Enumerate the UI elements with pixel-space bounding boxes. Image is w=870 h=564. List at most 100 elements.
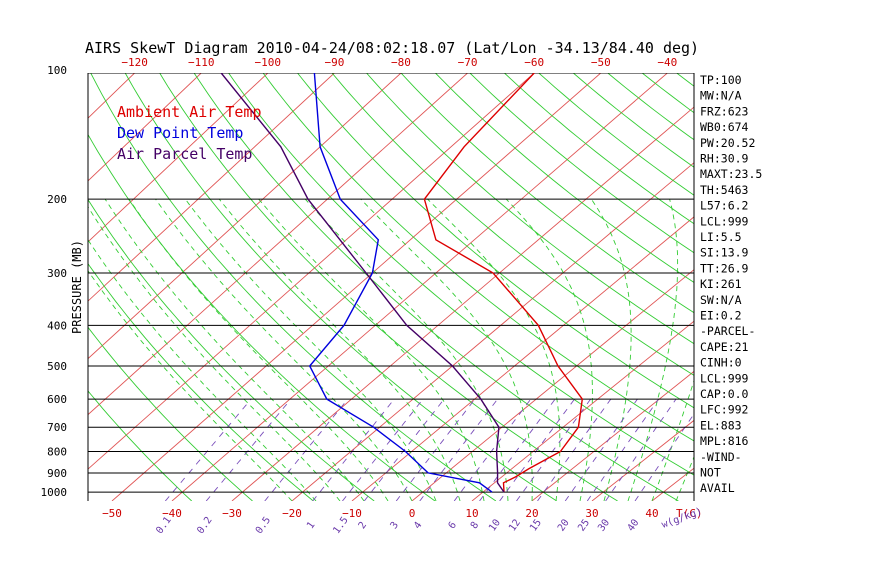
dry-adiabat-line xyxy=(470,73,870,501)
isotherm-line xyxy=(652,73,870,501)
stability-index-entry: LFC:992 xyxy=(700,403,748,417)
mixing-ratio-label: 40 xyxy=(626,517,642,533)
top-temp-tick-label: −100 xyxy=(255,56,282,69)
mixing-ratio-label: 4 xyxy=(412,520,424,531)
bottom-temp-tick-label: −20 xyxy=(282,507,302,520)
stability-index-entry: MPL:816 xyxy=(700,434,749,448)
isotherm-line xyxy=(0,73,68,501)
legend-entry: Ambient Air Temp xyxy=(117,103,262,121)
mixing-ratio-line xyxy=(587,399,658,501)
mixing-ratio-label: 12 xyxy=(507,517,523,533)
bottom-temp-tick-label: 40 xyxy=(645,507,658,520)
stability-index-entry: RH:30.9 xyxy=(700,152,749,166)
bottom-temp-tick-label: 20 xyxy=(525,507,538,520)
top-temp-tick-label: −90 xyxy=(324,56,344,69)
series-line xyxy=(424,73,582,492)
pressure-tick-label: 1000 xyxy=(41,486,68,499)
pressure-tick-label: 300 xyxy=(47,267,67,280)
mixing-ratio-label: 0.5 xyxy=(254,515,273,536)
saturated-adiabat-line xyxy=(428,199,560,501)
saturated-adiabat-line xyxy=(361,199,532,501)
mixing-ratio-line xyxy=(565,399,637,501)
series-layer xyxy=(221,73,582,492)
saturated-adiabat-line xyxy=(63,199,316,501)
isotherm-line xyxy=(0,73,1,501)
bottom-temp-tick-label: −30 xyxy=(222,507,242,520)
dry-adiabat-line xyxy=(642,73,870,501)
pressure-tick-label: 700 xyxy=(47,421,67,434)
stability-index-entry: TH:5463 xyxy=(700,183,749,197)
stability-index-entry: AVAIL xyxy=(700,481,735,495)
mixing-ratio-label: 8 xyxy=(469,520,481,531)
stability-index-entry: LCL:999 xyxy=(700,371,749,385)
mixing-ratio-line xyxy=(538,399,611,501)
saturated-adiabat-line xyxy=(83,199,340,501)
stability-index-entry: -PARCEL- xyxy=(700,324,755,338)
top-temp-tick-label: −50 xyxy=(591,56,611,69)
stability-index-entry: TP:100 xyxy=(700,73,742,87)
top-temp-tick-label: −80 xyxy=(391,56,411,69)
mixing-ratio-line xyxy=(165,399,251,501)
legend-entry: Air Parcel Temp xyxy=(117,145,252,163)
mixing-ratio-label: 6 xyxy=(447,520,459,531)
pressure-tick-label: 600 xyxy=(47,393,67,406)
mixing-ratio-line xyxy=(396,399,475,501)
stability-index-entry: NOT xyxy=(700,466,721,480)
stability-index-entry: KI:261 xyxy=(700,277,742,291)
stability-index-entry: L57:6.2 xyxy=(700,199,748,213)
mixing-ratio-line xyxy=(420,399,498,501)
y-axis-label: PRESSURE (MB) xyxy=(70,240,84,334)
legend: Ambient Air Temp Dew Point Temp Air Parcel… xyxy=(117,103,262,163)
stability-index-entry: -WIND- xyxy=(700,450,742,464)
pressure-tick-label: 800 xyxy=(47,446,67,459)
stability-index-entry: PW:20.52 xyxy=(700,136,755,150)
mixing-ratio-line xyxy=(454,399,531,501)
stability-index-entry: MAXT:23.5 xyxy=(700,167,762,181)
stability-index-entry: SI:13.9 xyxy=(700,246,749,260)
chart-title: AIRS SkewT Diagram 2010-04-24/08:02:18.0… xyxy=(85,39,699,57)
pressure-tick-label: 900 xyxy=(47,467,67,480)
top-temp-tick-label: −60 xyxy=(524,56,544,69)
stability-index-entry: SW:N/A xyxy=(700,293,742,307)
top-temp-tick-label: −120 xyxy=(121,56,148,69)
saturated-adiabat-line xyxy=(628,199,678,501)
stability-index-entry: CINH:0 xyxy=(700,356,742,370)
stability-index-entry: WB0:674 xyxy=(700,120,749,134)
dry-adiabat-line xyxy=(746,73,870,501)
series-line xyxy=(221,73,504,492)
dry-adiabat-line xyxy=(229,73,740,501)
isotherm-line xyxy=(232,73,734,501)
pressure-tick-label: 400 xyxy=(47,319,67,332)
saturated-adiabat-line xyxy=(105,199,364,501)
saturated-adiabat-line xyxy=(259,199,484,501)
legend-entry: Dew Point Temp xyxy=(117,124,243,142)
stability-index-entry: CAP:0.0 xyxy=(700,387,749,401)
series-line xyxy=(310,73,492,492)
saturated-adiabat-line xyxy=(506,199,592,501)
stability-index-entry: EI:0.2 xyxy=(700,309,742,323)
isotherm-line xyxy=(772,73,870,501)
bottom-temp-tick-label: 10 xyxy=(465,507,478,520)
isotherm-line xyxy=(472,73,870,501)
stability-index-entry: FRZ:623 xyxy=(700,104,749,118)
mixing-ratio-label: 1 xyxy=(305,520,317,531)
bottom-temp-tick-label: 30 xyxy=(585,507,598,520)
mixing-ratio-label: 0.2 xyxy=(195,515,214,536)
isotherm-line xyxy=(412,73,870,501)
stability-index-entry: LCL:999 xyxy=(700,214,749,228)
isotherm-line xyxy=(0,73,135,501)
isotherm-line xyxy=(172,73,667,501)
stability-index-panel: TP:100MW:N/AFRZ:623WB0:674PW:20.52RH:30.… xyxy=(700,73,762,495)
mixing-ratio-label: 20 xyxy=(556,517,572,533)
bottom-temp-tick-label: 0 xyxy=(409,507,416,520)
saturated-adiabat-line xyxy=(129,199,388,501)
mixing-ratio-label: 3 xyxy=(389,520,401,531)
mixing-ratio-label: 2 xyxy=(357,520,369,531)
mixing-ratio-line xyxy=(500,399,575,501)
mixing-ratio-label: 10 xyxy=(487,517,503,533)
dry-adiabat-line xyxy=(367,73,870,501)
saturated-adiabat-line xyxy=(185,199,436,501)
pressure-tick-label: 100 xyxy=(47,64,67,77)
